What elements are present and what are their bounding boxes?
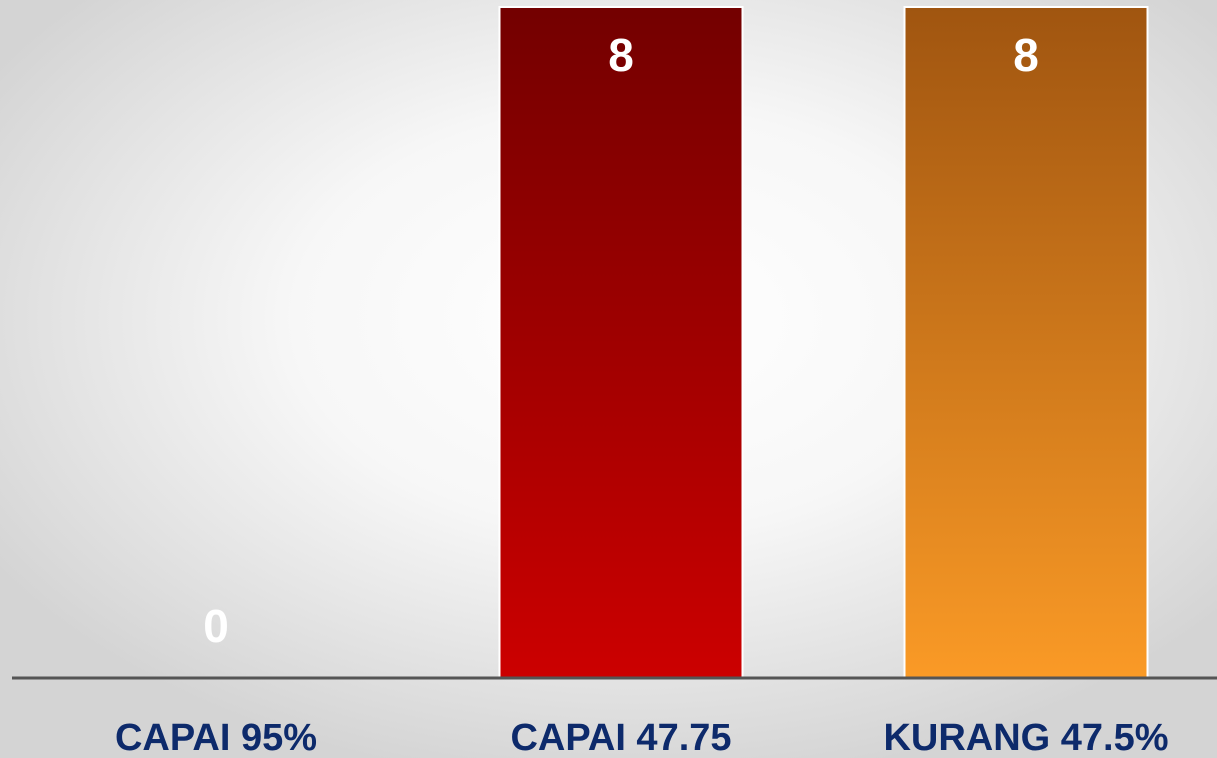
data-label: 0 bbox=[203, 600, 229, 652]
bar bbox=[903, 6, 1149, 679]
x-tick-label: CAPAI 95% bbox=[115, 717, 317, 758]
data-label: 8 bbox=[1013, 29, 1039, 81]
x-tick-label: CAPAI 47.75 bbox=[510, 717, 731, 758]
bar bbox=[498, 6, 744, 679]
data-label: 8 bbox=[608, 29, 634, 81]
x-tick-label: KURANG 47.5% bbox=[883, 717, 1168, 758]
